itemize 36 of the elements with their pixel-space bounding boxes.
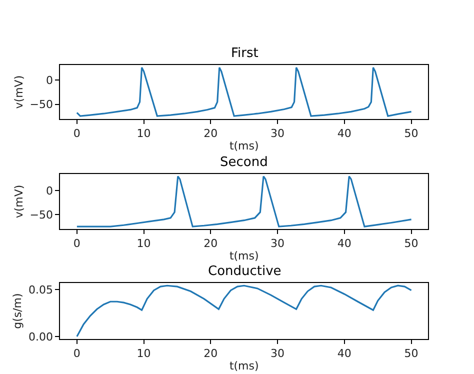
chart-title: Conductive bbox=[208, 264, 282, 279]
x-tick-label: 30 bbox=[270, 127, 285, 140]
x-tick-label: 20 bbox=[204, 237, 218, 250]
chart-title: Second bbox=[220, 155, 268, 170]
line-series bbox=[76, 176, 412, 228]
line-series bbox=[76, 284, 412, 338]
x-tick-label: 50 bbox=[404, 347, 418, 360]
x-axis-title: t(ms) bbox=[229, 139, 259, 152]
y-axis-title: v(mV) bbox=[12, 75, 26, 109]
x-tick-label: 50 bbox=[404, 237, 418, 250]
x-tick-label: 0 bbox=[73, 127, 80, 140]
x-tick-label: 10 bbox=[136, 347, 151, 360]
x-tick-label: 20 bbox=[204, 127, 218, 140]
y-tick-label: 0 bbox=[46, 74, 53, 87]
y-tick-label: 0.00 bbox=[28, 330, 53, 344]
x-tick-label: 40 bbox=[337, 127, 352, 140]
x-tick-label: 10 bbox=[136, 237, 151, 250]
x-axis-title: t(ms) bbox=[229, 359, 259, 372]
x-axis-title: t(ms) bbox=[229, 249, 259, 262]
y-tick-label: 0.05 bbox=[28, 283, 53, 296]
x-tick-label: 40 bbox=[337, 347, 352, 360]
x-tick-label: 0 bbox=[73, 237, 80, 250]
y-tick-label: 0 bbox=[46, 184, 53, 198]
x-tick-label: 50 bbox=[404, 127, 418, 140]
x-tick-label: 40 bbox=[337, 237, 352, 250]
y-tick-label: −50 bbox=[30, 98, 53, 112]
x-tick-label: 20 bbox=[204, 347, 218, 360]
y-axis-title: v(mV) bbox=[12, 184, 26, 218]
line-series bbox=[76, 66, 412, 117]
x-tick-label: 30 bbox=[270, 347, 285, 360]
y-tick-label: −50 bbox=[30, 208, 53, 222]
y-axis-title: g(s/m) bbox=[11, 293, 24, 329]
x-tick-label: 10 bbox=[136, 127, 151, 140]
chart-title: First bbox=[231, 46, 258, 61]
x-tick-label: 30 bbox=[270, 237, 285, 250]
x-tick-label: 0 bbox=[73, 347, 80, 360]
